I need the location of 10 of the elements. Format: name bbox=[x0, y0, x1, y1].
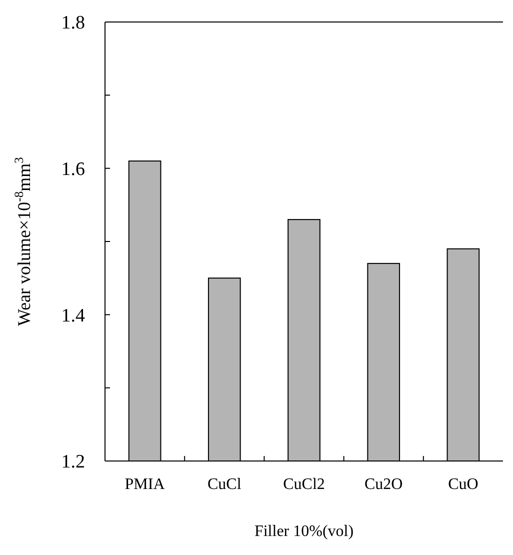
x-tick-label: Cu2O bbox=[364, 476, 403, 493]
y-tick-label: 1.8 bbox=[61, 12, 85, 34]
y-tick-label: 1.2 bbox=[61, 452, 85, 473]
x-axis-title: Filler 10%(vol) bbox=[254, 523, 354, 540]
y-tick-label: 1.4 bbox=[61, 305, 86, 326]
x-tick-label: CuO bbox=[448, 476, 478, 493]
x-tick-label: PMIA bbox=[124, 476, 166, 493]
x-tick-label: CuCl2 bbox=[283, 476, 325, 493]
x-tick-label: CuCl bbox=[208, 476, 242, 493]
y-tick-label: 1.6 bbox=[61, 158, 85, 180]
